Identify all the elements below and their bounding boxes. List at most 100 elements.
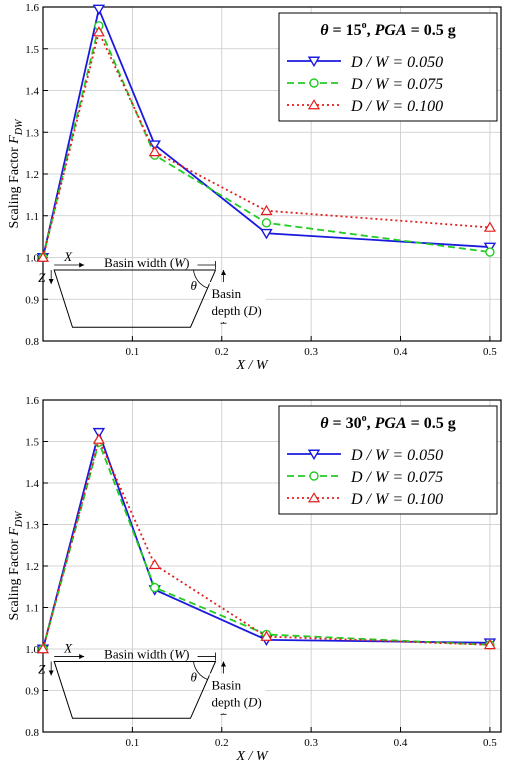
theta-arc <box>193 269 208 289</box>
x-tick-label: 0.5 <box>483 346 497 358</box>
z-dimension-arrowhead <box>48 279 54 285</box>
legend-entry-label: D / W = 0.100 <box>350 98 443 115</box>
legend-title-degree: o <box>362 20 367 31</box>
triangle-down-marker <box>92 4 106 16</box>
inset-width-label-symbol: W <box>174 646 186 661</box>
triangle-up-marker <box>92 26 105 37</box>
triangle-up-marker <box>260 204 273 216</box>
y-axis-title-symbol: F <box>7 135 22 145</box>
depth-label-bg <box>209 282 266 323</box>
y-tick-label: 0.8 <box>25 336 39 348</box>
triangle-down-marker <box>307 56 321 68</box>
inset-width-label-symbol: W <box>174 255 186 270</box>
chart-panel-1: 0.1 0.2 0.3 0.4 0.5 0.8 0.9 1.0 1.1 1.2 1.3 1.4 1.5 1… <box>7 2 502 373</box>
x-tick-label: 0.2 <box>215 346 229 358</box>
y-tick-label: 1.0 <box>25 253 39 265</box>
legend-title-separator: , <box>367 22 375 39</box>
y-tick-label: 1.2 <box>25 561 39 573</box>
inset-depth-label-text: depth ( <box>212 303 248 318</box>
y-tick-label: 1.1 <box>25 603 39 615</box>
inset-theta-label: θ <box>191 669 198 684</box>
y-tick-label: 0.8 <box>25 727 39 739</box>
y-tick-label: 1.1 <box>25 211 39 223</box>
triangle-down-marker <box>148 140 161 151</box>
triangle-up-marker <box>36 251 50 262</box>
x-tick-label: 0.1 <box>126 737 140 749</box>
inset-depth-label-symbol: D <box>247 303 258 318</box>
triangle-up-marker <box>307 99 321 110</box>
chart-panel-2: 0.1 0.2 0.3 0.4 0.5 0.8 0.9 1.0 1.1 1.2 1.3 1.4 1.5 1… <box>7 395 502 764</box>
x-tick-label: 0.4 <box>394 346 408 358</box>
y-tick-label: 1.4 <box>25 478 39 490</box>
inset-width-label-close: ) <box>185 255 189 270</box>
legend-title-angle: = 15 <box>329 22 362 39</box>
legend-entry-label: D / W = 0.050 <box>350 54 443 71</box>
triangle-up-marker <box>92 433 105 444</box>
y-axis-title-symbol: F <box>7 527 22 537</box>
y-axis: 0.8 0.9 1.0 1.1 1.2 1.3 1.4 1.5 1.6 <box>25 395 48 739</box>
circle-marker <box>309 471 319 481</box>
triangle-up-marker <box>260 630 273 641</box>
inset-depth-label-close: ) <box>257 694 261 709</box>
inset-theta-label: θ <box>191 278 198 293</box>
y-tick-label: 0.9 <box>25 294 39 306</box>
y-tick-label: 1.3 <box>25 520 39 532</box>
y-axis-title: Scaling Factor FDW <box>7 118 25 229</box>
triangle-down-marker <box>260 228 273 240</box>
legend: θ = 30o, PGA = 0.5 g D / W = 0.050 D / W =… <box>278 405 498 515</box>
inset-width-label-text: Basin width ( <box>104 646 174 661</box>
y-tick-label: 1.5 <box>25 437 39 449</box>
x-axis: 0.1 0.2 0.3 0.4 0.5 <box>126 336 497 358</box>
circle-marker <box>309 78 319 88</box>
theta-arc <box>193 661 208 680</box>
y-axis-title: Scaling Factor FDW <box>7 510 25 621</box>
x-axis: 0.1 0.2 0.3 0.4 0.5 <box>126 727 497 749</box>
triangle-up-marker <box>36 643 50 654</box>
legend-title: θ = 30o, PGA = 0.5 g <box>320 413 456 432</box>
inset-width-label-close: ) <box>185 646 189 661</box>
y-axis-title-text: Scaling Factor <box>7 536 22 621</box>
inset-z-label: Z <box>38 661 46 676</box>
triangle-up-marker <box>483 638 496 650</box>
inset-depth-label-2: depth (D) <box>212 303 262 318</box>
x-tick-label: 0.1 <box>126 346 140 358</box>
depth-dimension-arrowhead <box>221 270 227 276</box>
x-tick-label: 0.3 <box>304 346 318 358</box>
x-tick-label: 0.2 <box>215 737 229 749</box>
triangle-up-marker <box>483 221 496 232</box>
x-dimension-arrowhead <box>79 262 85 268</box>
x-axis-title: X / W <box>235 358 268 373</box>
depth-label-bg <box>209 673 266 714</box>
basin-trapezoid <box>53 660 217 719</box>
legend-title-separator: , <box>367 415 375 432</box>
series-3 <box>36 26 496 262</box>
legend-entry-label: D / W = 0.100 <box>350 491 443 508</box>
circle-marker <box>261 218 272 228</box>
inset-depth-label-2: depth (D) <box>212 694 262 709</box>
legend-title-pga: PGA <box>374 22 407 39</box>
inset-width-label: Basin width (W) <box>104 646 189 661</box>
inset-depth-label-symbol: D <box>247 694 258 709</box>
legend-title: θ = 15o, PGA = 0.5 g <box>320 20 456 39</box>
y-axis-title-subscript: DW <box>14 510 25 528</box>
inset-depth-label-1: Basin <box>212 286 242 301</box>
y-tick-label: 1.6 <box>25 395 39 407</box>
series-line <box>42 29 490 258</box>
legend-title-pga-value: = 0.5 g <box>407 22 456 39</box>
legend-entry-label: D / W = 0.075 <box>350 76 443 93</box>
legend-title-theta: θ <box>320 415 329 432</box>
legend-title-pga-value: = 0.5 g <box>407 415 456 432</box>
x-tick-label: 0.3 <box>304 737 318 749</box>
legend-title-angle: = 30 <box>329 415 362 432</box>
legend-entry-label: D / W = 0.075 <box>350 469 443 486</box>
series-line <box>42 436 490 650</box>
x-axis-title: X / W <box>235 749 268 764</box>
series-3 <box>36 433 496 654</box>
basin-inset: X Basin width (W) Zθ Basin depth (D) <box>38 640 266 719</box>
y-tick-label: 1.4 <box>25 86 39 98</box>
inset-x-label: X <box>63 640 73 655</box>
legend-entry-label: D / W = 0.050 <box>350 447 443 464</box>
x-axis-title-text: X / W <box>235 749 268 764</box>
triangle-up-marker <box>148 145 161 157</box>
inset-depth-label-close: ) <box>257 303 261 318</box>
